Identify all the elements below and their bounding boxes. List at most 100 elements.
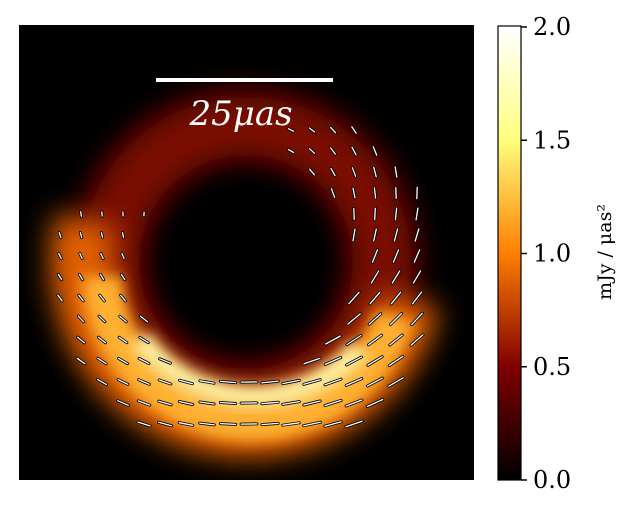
polarization-tick [367, 334, 383, 346]
polarization-tick [391, 270, 401, 284]
polarization-tick [199, 422, 215, 426]
colorbar-gradient [497, 25, 522, 481]
polarization-tick [372, 146, 378, 156]
polarization-tick [157, 421, 173, 427]
polarization-tick [199, 401, 215, 405]
polarization-tick [347, 313, 361, 325]
polarization-tick [389, 312, 403, 326]
polarization-tick [219, 401, 237, 405]
polarization-tick [324, 356, 342, 366]
polarization-tick [77, 315, 85, 323]
polarization-tick [308, 168, 316, 176]
polarization-tick [139, 336, 149, 344]
polarization-tick [219, 380, 237, 384]
colorbar-tick-label: 0.0 [533, 466, 571, 494]
polarization-tick [324, 421, 342, 427]
polarization-tick [287, 148, 295, 154]
polarization-ticks [56, 125, 425, 429]
polarization-tick [58, 252, 62, 260]
polarization-tick [351, 167, 357, 177]
polarization-tick [219, 422, 237, 426]
polarization-tick [389, 334, 403, 346]
polarization-tick [58, 231, 62, 239]
polarization-tick [139, 315, 149, 323]
polarization-tick [394, 207, 398, 221]
polarization-tick [99, 273, 105, 281]
colorbar-tick-label: 0.5 [533, 353, 571, 381]
polarization-tick [282, 400, 300, 406]
polarization-tick [345, 420, 363, 428]
polarization-tick [412, 270, 422, 284]
polarization-tick [77, 336, 85, 344]
polarization-tick [348, 291, 360, 305]
polarization-tick [411, 312, 423, 326]
polarization-tick [57, 273, 63, 281]
polarization-tick [352, 228, 356, 242]
polarization-tick [96, 378, 108, 386]
polarization-tick [325, 335, 341, 345]
colorbar: 0.0 0.5 1.0 1.5 2.0 mJy / μas² [497, 13, 616, 494]
scale-bar-label: 25μas [188, 94, 292, 134]
polarization-tick [370, 270, 380, 284]
polarization-tick [388, 377, 404, 387]
polarization-tick [79, 231, 83, 239]
polarization-tick [79, 252, 83, 260]
polarization-tick [368, 313, 382, 325]
polarization-tick [287, 128, 295, 132]
image-panel: 25μas [19, 25, 474, 480]
ring-peak [131, 331, 369, 408]
polarization-tick [352, 187, 356, 199]
polarization-tick [99, 294, 105, 302]
polarization-tick [413, 249, 421, 263]
polarization-tick [345, 377, 363, 387]
colorbar-tick-label: 1.5 [533, 126, 571, 154]
polarization-tick [351, 146, 357, 156]
polarization-tick [394, 166, 398, 178]
polarization-tick [97, 357, 107, 365]
polarization-tick [373, 187, 377, 199]
polarization-tick [303, 379, 321, 385]
polarization-tick [158, 379, 172, 385]
polarization-tick [324, 378, 342, 386]
polarization-tick [137, 400, 151, 406]
ring-bright [82, 275, 415, 441]
black-hole-ring [50, 88, 441, 458]
polarization-tick [80, 211, 82, 217]
polarization-tick [117, 378, 129, 386]
polarization-tick [178, 422, 194, 426]
polarization-tick [366, 398, 384, 408]
polarization-tick [410, 334, 424, 346]
polarization-tick [78, 294, 84, 302]
polarization-tick [120, 273, 126, 281]
polarization-tick [390, 291, 402, 305]
polarization-tick [98, 315, 106, 323]
polarization-tick [351, 126, 357, 134]
polarization-tick [303, 400, 321, 406]
polarization-tick [119, 315, 127, 323]
polarization-tick [345, 399, 363, 407]
polarization-tick [261, 401, 279, 405]
polarization-tick [199, 380, 215, 384]
polarization-tick [178, 379, 194, 385]
polarization-tick [137, 421, 151, 427]
colorbar-tick-label: 1.0 [533, 240, 571, 268]
polarization-tick [78, 273, 84, 281]
polarization-tick [121, 232, 125, 238]
polarization-tick [76, 357, 86, 365]
polarization-tick [392, 249, 400, 263]
polarization-tick [121, 252, 125, 260]
polarization-tick [373, 166, 377, 178]
polarization-tick [178, 400, 194, 406]
polarization-tick [330, 188, 336, 198]
polarization-tick [303, 421, 321, 427]
polarization-tick [329, 126, 337, 134]
polarization-tick [100, 252, 104, 260]
polarization-tick [308, 127, 316, 133]
polarization-tick [118, 336, 128, 344]
polarization-tick [158, 358, 172, 364]
polarization-tick [415, 207, 419, 221]
polarization-tick [261, 422, 279, 426]
polarization-tick [158, 400, 172, 406]
polarization-tick [374, 207, 376, 221]
